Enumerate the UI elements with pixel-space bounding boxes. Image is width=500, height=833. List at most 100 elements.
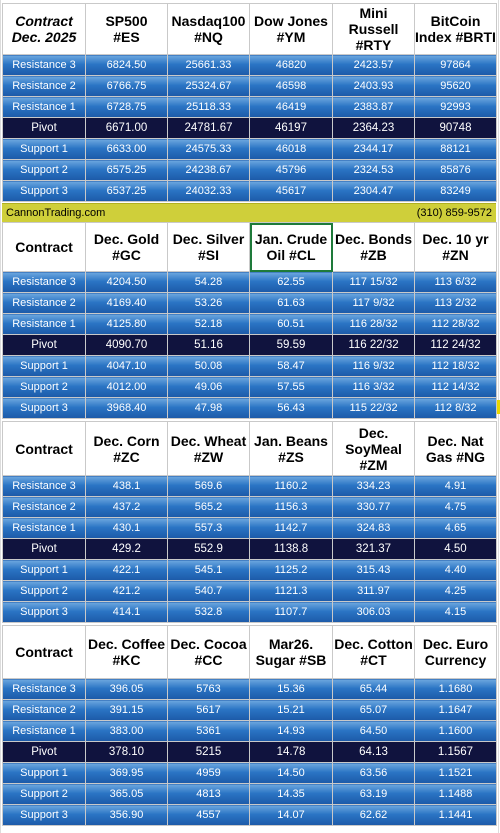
value-cell[interactable]: 1.1680 [414,678,497,700]
row-label-cell[interactable]: Resistance 3 [2,678,86,700]
value-cell[interactable]: 24032.33 [167,180,250,202]
value-cell[interactable]: 321.37 [332,538,415,560]
value-cell[interactable]: 62.62 [332,804,415,826]
row-label-cell[interactable]: Support 2 [2,783,86,805]
value-cell[interactable]: 15.36 [249,678,333,700]
value-cell[interactable]: 1125.2 [249,559,333,581]
value-cell[interactable]: 6575.25 [85,159,168,181]
value-cell[interactable]: 60.51 [249,313,333,335]
value-cell[interactable]: 540.7 [167,580,250,602]
value-cell[interactable]: 92993 [414,96,497,118]
value-cell[interactable]: 3968.40 [85,397,168,419]
value-cell[interactable]: 421.2 [85,580,168,602]
value-cell[interactable]: 4.15 [414,601,497,623]
value-cell[interactable]: 6671.00 [85,117,168,139]
value-cell[interactable]: 14.93 [249,720,333,742]
contract-header-cell[interactable]: Contract Dec. 2025 [2,3,86,55]
row-label-cell[interactable]: Support 1 [2,762,86,784]
value-cell[interactable]: 59.59 [249,334,333,356]
value-cell[interactable]: 116 3/32 [332,376,415,398]
value-cell[interactable]: 14.78 [249,741,333,763]
value-cell[interactable]: 545.1 [167,559,250,581]
value-cell[interactable]: 5763 [167,678,250,700]
value-cell[interactable]: 369.95 [85,762,168,784]
header-cell-zb[interactable]: Dec. Bonds #ZB [332,222,415,272]
value-cell[interactable]: 6824.50 [85,54,168,76]
value-cell[interactable]: 61.63 [249,292,333,314]
value-cell[interactable]: 2364.23 [332,117,415,139]
row-label-cell[interactable]: Resistance 2 [2,699,86,721]
row-label-cell[interactable]: Support 2 [2,159,86,181]
value-cell[interactable]: 383.00 [85,720,168,742]
row-label-cell[interactable]: Resistance 3 [2,54,86,76]
value-cell[interactable]: 365.05 [85,783,168,805]
row-label-cell[interactable]: Pivot [2,334,86,356]
value-cell[interactable]: 5361 [167,720,250,742]
value-cell[interactable]: 24575.33 [167,138,250,160]
header-cell-gc[interactable]: Dec. Gold #GC [85,222,168,272]
value-cell[interactable]: 532.8 [167,601,250,623]
row-label-cell[interactable]: Support 1 [2,355,86,377]
header-cell-es[interactable]: SP500 #ES [85,3,168,55]
value-cell[interactable]: 557.3 [167,517,250,539]
value-cell[interactable]: 4.40 [414,559,497,581]
header-cell-zw[interactable]: Dec. Wheat #ZW [167,421,250,476]
value-cell[interactable]: 49.06 [167,376,250,398]
value-cell[interactable]: 437.2 [85,496,168,518]
row-label-cell[interactable]: Resistance 3 [2,271,86,293]
value-cell[interactable]: 2344.17 [332,138,415,160]
value-cell[interactable]: 1121.3 [249,580,333,602]
value-cell[interactable]: 6728.75 [85,96,168,118]
value-cell[interactable]: 430.1 [85,517,168,539]
value-cell[interactable]: 95620 [414,75,497,97]
row-label-cell[interactable]: Resistance 2 [2,75,86,97]
row-label-cell[interactable]: Pivot [2,117,86,139]
value-cell[interactable]: 97864 [414,54,497,76]
value-cell[interactable]: 324.83 [332,517,415,539]
value-cell[interactable]: 334.23 [332,475,415,497]
value-cell[interactable]: 396.05 [85,678,168,700]
header-cell-sb[interactable]: Mar26. Sugar #SB [249,625,333,679]
value-cell[interactable]: 117 9/32 [332,292,415,314]
value-cell[interactable]: 54.28 [167,271,250,293]
value-cell[interactable]: 63.19 [332,783,415,805]
value-cell[interactable]: 330.77 [332,496,415,518]
value-cell[interactable]: 56.43 [249,397,333,419]
value-cell[interactable]: 4.25 [414,580,497,602]
value-cell[interactable]: 1142.7 [249,517,333,539]
value-cell[interactable]: 315.43 [332,559,415,581]
value-cell[interactable]: 4813 [167,783,250,805]
value-cell[interactable]: 391.15 [85,699,168,721]
site-link[interactable]: CannonTrading.com [6,207,106,219]
header-cell-zs[interactable]: Jan. Beans #ZS [249,421,333,476]
value-cell[interactable]: 4047.10 [85,355,168,377]
value-cell[interactable]: 4.65 [414,517,497,539]
value-cell[interactable]: 45617 [249,180,333,202]
value-cell[interactable]: 1156.3 [249,496,333,518]
row-label-cell[interactable]: Resistance 2 [2,292,86,314]
value-cell[interactable]: 65.44 [332,678,415,700]
value-cell[interactable]: 112 8/32 [414,397,497,419]
value-cell[interactable]: 46197 [249,117,333,139]
value-cell[interactable]: 552.9 [167,538,250,560]
header-cell-zm[interactable]: Dec. SoyMeal #ZM [332,421,415,476]
value-cell[interactable]: 45796 [249,159,333,181]
value-cell[interactable]: 2403.93 [332,75,415,97]
value-cell[interactable]: 46419 [249,96,333,118]
header-cell-ng[interactable]: Dec. Nat Gas #NG [414,421,497,476]
value-cell[interactable]: 50.08 [167,355,250,377]
header-cell-nq[interactable]: Nasdaq100 #NQ [167,3,250,55]
value-cell[interactable]: 1.1567 [414,741,497,763]
value-cell[interactable]: 306.03 [332,601,415,623]
value-cell[interactable]: 311.97 [332,580,415,602]
phone-number[interactable]: (310) 859-9572 [416,207,492,219]
value-cell[interactable]: 438.1 [85,475,168,497]
value-cell[interactable]: 46598 [249,75,333,97]
value-cell[interactable]: 113 6/32 [414,271,497,293]
value-cell[interactable]: 25661.33 [167,54,250,76]
value-cell[interactable]: 2304.47 [332,180,415,202]
row-label-cell[interactable]: Pivot [2,741,86,763]
row-label-cell[interactable]: Support 2 [2,376,86,398]
value-cell[interactable]: 4.91 [414,475,497,497]
header-cell-kc[interactable]: Dec. Coffee #KC [85,625,168,679]
